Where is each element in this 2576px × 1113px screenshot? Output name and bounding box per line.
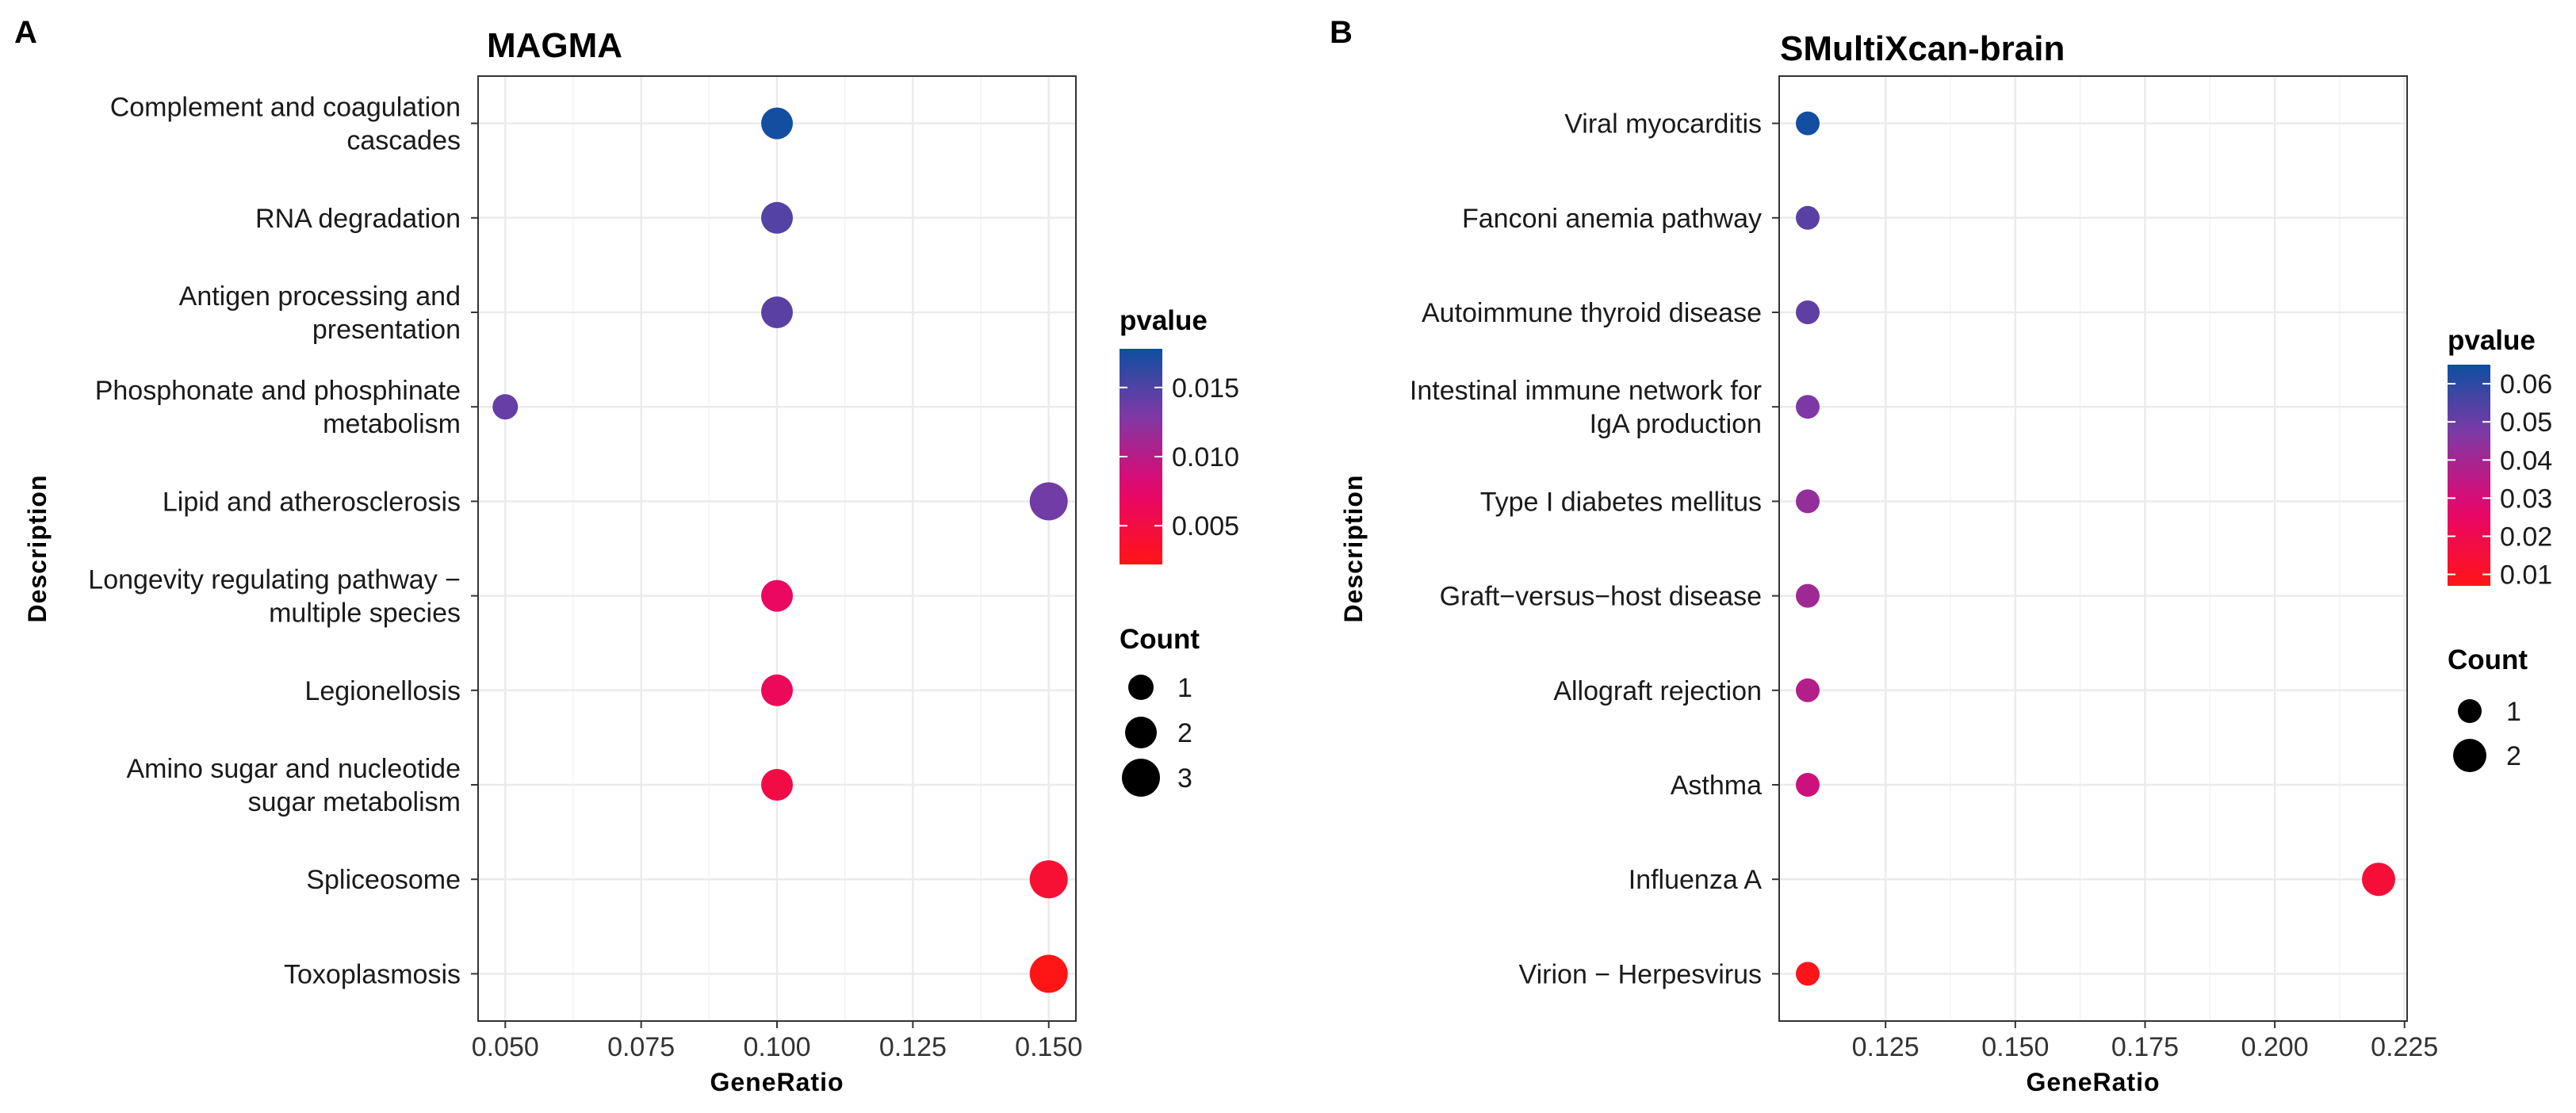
data-point (1796, 395, 1820, 419)
colorbar-tick-label: 0.010 (1172, 442, 1239, 472)
category-label: Allograft rejection (1553, 676, 1762, 706)
panel-title: MAGMA (487, 26, 622, 65)
y-axis-title: Description (1339, 474, 1368, 622)
category-label: Spliceosome (306, 865, 461, 895)
data-point (1796, 111, 1820, 136)
category-label: Antigen processing and (179, 281, 461, 312)
data-point (1796, 583, 1820, 608)
colorbar-tick-label: 0.015 (1172, 373, 1239, 404)
panel-letter: A (14, 15, 37, 50)
category-label: Type I diabetes mellitus (1480, 487, 1762, 517)
x-tick-label: 0.150 (1015, 1032, 1082, 1062)
x-tick-label: 0.050 (472, 1032, 539, 1062)
category-label: Virion − Herpesvirus (1519, 959, 1762, 989)
panel-title: SMultiXcan-brain (1780, 29, 2065, 68)
plot-border (1778, 75, 2408, 1022)
pvalue-colorbar (2448, 365, 2490, 586)
category-label: metabolism (323, 409, 461, 439)
count-legend-dot (2453, 739, 2486, 772)
category-label: cascades (346, 126, 461, 156)
category-label: RNA degradation (255, 204, 461, 234)
count-legend-dot (1128, 675, 1154, 700)
data-point (761, 674, 793, 706)
x-tick-label: 0.100 (743, 1032, 810, 1062)
category-label: IgA production (1590, 409, 1762, 439)
x-tick-label: 0.125 (1852, 1032, 1920, 1062)
data-point (1029, 860, 1068, 899)
data-point (2362, 862, 2395, 897)
data-point (761, 579, 793, 612)
colorbar-tick-label: 0.04 (2500, 446, 2552, 476)
category-label: Toxoplasmosis (284, 959, 461, 989)
data-point (1796, 962, 1820, 986)
data-point (761, 201, 793, 234)
category-label: Legionellosis (304, 676, 461, 706)
data-point (1029, 954, 1068, 993)
pvalue-legend-title: pvalue (2448, 325, 2536, 356)
count-legend-label: 1 (1177, 673, 1192, 703)
category-label: Viral myocarditis (1564, 109, 1762, 140)
count-legend-label: 2 (2506, 741, 2521, 771)
x-axis-title: GeneRatio (710, 1068, 844, 1096)
category-label: Autoimmune thyroid disease (1422, 298, 1762, 328)
category-label: Intestinal immune network for (1410, 376, 1762, 406)
plot-background (1779, 76, 2407, 1021)
x-tick-label: 0.125 (879, 1032, 947, 1062)
category-label: Graft−versus−host disease (1440, 582, 1762, 612)
data-point (761, 107, 793, 140)
count-legend-label: 3 (1177, 763, 1192, 794)
data-point (1796, 205, 1820, 230)
count-legend-label: 2 (1177, 718, 1192, 748)
data-point (761, 296, 793, 328)
colorbar-tick-label: 0.06 (2500, 369, 2552, 400)
y-axis-title: Description (23, 474, 52, 622)
data-point (1796, 678, 1820, 702)
data-point (761, 769, 793, 801)
data-point (492, 394, 519, 420)
count-legend-title: Count (1120, 624, 1200, 655)
colorbar-tick-label: 0.01 (2500, 560, 2552, 591)
colorbar-tick-label: 0.05 (2500, 407, 2552, 438)
x-tick-label: 0.175 (2111, 1032, 2179, 1062)
panel-letter: B (1330, 15, 1353, 50)
colorbar-tick-label: 0.02 (2500, 522, 2552, 552)
data-point (1029, 482, 1068, 521)
colorbar-tick-label: 0.005 (1172, 511, 1239, 541)
category-label: Phosphonate and phosphinate (95, 376, 461, 406)
x-tick-label: 0.150 (1981, 1032, 2049, 1062)
count-legend-label: 1 (2506, 697, 2521, 727)
category-label: Fanconi anemia pathway (1462, 204, 1762, 234)
count-legend-dot (2458, 699, 2482, 723)
x-tick-label: 0.225 (2371, 1032, 2438, 1062)
data-point (1796, 300, 1820, 324)
category-label: multiple species (269, 599, 461, 629)
category-label: Complement and coagulation (110, 93, 461, 123)
data-point (1796, 489, 1820, 514)
pvalue-legend-title: pvalue (1120, 305, 1208, 336)
count-legend-dot (1125, 717, 1157, 748)
category-label: presentation (312, 315, 461, 345)
category-label: Longevity regulating pathway − (88, 565, 461, 595)
category-label: Asthma (1671, 771, 1762, 801)
x-tick-label: 0.075 (607, 1032, 675, 1062)
category-label: Amino sugar and nucleotide (127, 754, 461, 784)
colorbar-tick-label: 0.03 (2500, 484, 2552, 514)
panel-b: B SMultiXcan-brain 0.125 0.150 0.175 0.200 0.2… (1330, 15, 2552, 1096)
category-label: sugar metabolism (248, 787, 461, 817)
x-tick-label: 0.200 (2241, 1032, 2309, 1062)
category-label: Lipid and atherosclerosis (163, 487, 461, 517)
count-legend-title: Count (2448, 644, 2528, 675)
x-axis-title: GeneRatio (2026, 1068, 2160, 1096)
category-label: Influenza A (1629, 865, 1763, 895)
panel-a: A MAGMA 0.050 0.075 0.100 0.125 0.150 Complemen… (14, 15, 1239, 1096)
data-point (1796, 773, 1820, 797)
count-legend-dot (1122, 759, 1160, 797)
